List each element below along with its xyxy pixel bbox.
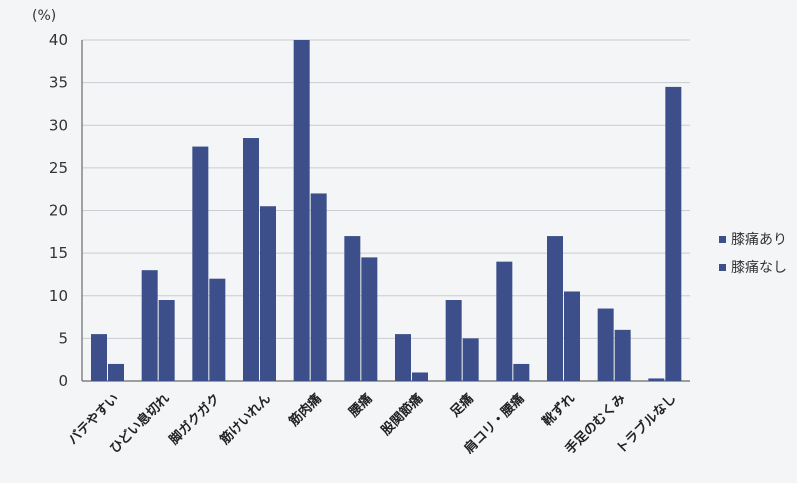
bar-series-a	[192, 146, 209, 381]
bar-series-a	[395, 334, 411, 381]
x-category-label: 腰痛	[345, 391, 375, 421]
bar-series-b	[665, 86, 682, 381]
bar-series-a	[91, 334, 107, 381]
bar-series-a	[445, 300, 462, 381]
y-tick-labels: 0 5 10 15 20 25 30 35 40	[49, 31, 68, 390]
bar-series-a	[243, 138, 259, 381]
bar-series-b	[564, 291, 580, 381]
y-tick-label: 25	[49, 159, 68, 177]
bar-series-a	[293, 40, 310, 381]
axes: (%)	[32, 8, 690, 382]
legend: 膝痛あり 膝痛なし	[719, 231, 787, 276]
bars	[91, 40, 682, 381]
legend-swatch-series-a	[719, 236, 726, 243]
y-tick-label: 30	[49, 116, 68, 134]
bar-series-b	[513, 363, 530, 381]
y-axis-unit: (%)	[32, 8, 56, 24]
bar-series-b	[412, 372, 428, 381]
gridlines	[82, 39, 690, 339]
bar-series-b	[108, 363, 124, 381]
legend-label-series-b: 膝痛なし	[731, 259, 787, 276]
bar-series-b	[260, 206, 276, 381]
y-tick-label: 0	[58, 372, 68, 390]
bar-series-b	[614, 329, 631, 381]
y-tick-label: 5	[58, 329, 68, 347]
bar-series-b	[209, 278, 226, 381]
x-category-label: 筋肉痛	[285, 391, 325, 431]
bar-series-a	[648, 378, 665, 381]
x-category-label: 脚ガクガク	[166, 391, 223, 448]
bar-series-a	[547, 236, 563, 381]
bar-series-b	[310, 193, 327, 381]
bar-series-b	[361, 257, 378, 381]
y-tick-label: 10	[49, 287, 68, 305]
x-category-label: 股関節痛	[378, 391, 426, 439]
y-tick-label: 20	[49, 202, 68, 220]
legend-swatch-series-b	[719, 264, 726, 271]
bar-series-a	[141, 270, 158, 381]
legend-label-series-a: 膝痛あり	[731, 231, 787, 248]
y-tick-label: 35	[49, 74, 68, 92]
bar-series-a	[344, 236, 361, 381]
x-category-label: 靴ずれ	[539, 391, 578, 430]
bar-series-b	[462, 338, 479, 381]
bar-series-a	[597, 308, 614, 381]
bar-series-a	[496, 261, 513, 381]
bar-series-b	[158, 300, 175, 381]
x-category-label: 筋けいれん	[216, 391, 274, 449]
x-category-label: 足痛	[447, 391, 477, 421]
y-tick-label: 15	[49, 244, 68, 262]
y-tick-label: 40	[49, 31, 68, 49]
